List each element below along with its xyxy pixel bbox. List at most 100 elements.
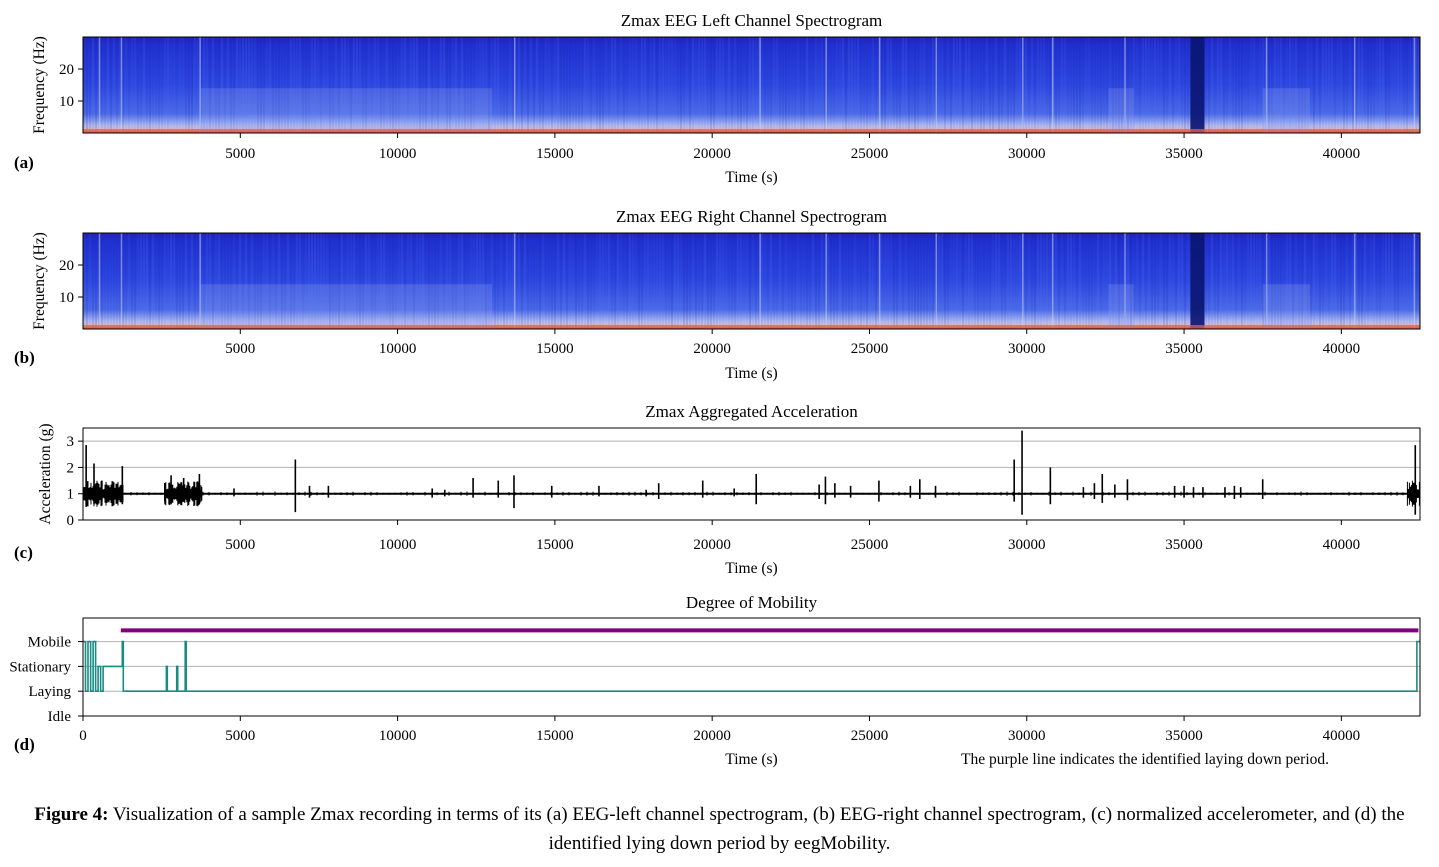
spectrogram-column (1184, 233, 1186, 329)
x-tick-label: 20000 (693, 146, 731, 162)
x-tick-label: 30000 (1008, 728, 1046, 744)
spectrogram-column (533, 37, 535, 133)
spectrogram-column (314, 233, 316, 329)
spectrogram-column (722, 233, 724, 329)
spectrogram-column (179, 37, 181, 133)
spectrogram-column (1028, 233, 1030, 329)
plot-frame (82, 36, 1421, 134)
spectrogram-column (1400, 233, 1402, 329)
spectrogram-column (956, 37, 958, 133)
spectrogram-column (428, 37, 430, 133)
x-axis-label: Time (s) (725, 560, 777, 577)
spectrogram-column (311, 37, 313, 133)
x-tick-label: 0 (79, 728, 87, 744)
spectrogram-column (1025, 233, 1027, 329)
spectrogram-artifact (98, 233, 101, 329)
spectrogram-column (1406, 37, 1408, 133)
spectrogram-column (1148, 233, 1150, 329)
x-tick-label: 5000 (225, 728, 255, 744)
spectrogram-column (626, 37, 628, 133)
spectrogram-column (485, 37, 487, 133)
spectrogram-column (1307, 37, 1309, 133)
spectrogram-column (680, 233, 682, 329)
spectrogram-column (674, 233, 676, 329)
spectrogram-column (764, 37, 766, 133)
spectrogram-column (674, 37, 676, 133)
spectrogram-column (227, 37, 229, 133)
spectrogram-column (326, 233, 328, 329)
spectrogram-column (737, 233, 739, 329)
spectrogram-column (1349, 233, 1351, 329)
spectrogram-column (1163, 37, 1165, 133)
spectrogram-column (1166, 37, 1168, 133)
spectrogram-column (1385, 233, 1387, 329)
spectrogram-column (812, 37, 814, 133)
spectrogram-column (572, 233, 574, 329)
spectrogram-column (191, 233, 193, 329)
spectrogram-column (641, 37, 643, 133)
spectrogram-column (167, 233, 169, 329)
spectrogram-column (212, 37, 214, 133)
spectrogram-column (779, 37, 781, 133)
spectrogram-column (452, 233, 454, 329)
spectrogram-column (329, 37, 331, 133)
spectrogram-column (278, 37, 280, 133)
spectrogram-column (128, 233, 130, 329)
spectrogram-column (1073, 37, 1075, 133)
spectrogram-column (539, 37, 541, 133)
spectrogram-column (578, 233, 580, 329)
spectrogram-column (779, 233, 781, 329)
spectrogram-column (482, 37, 484, 133)
spectrogram-column (173, 233, 175, 329)
spectrogram-column (515, 233, 517, 329)
spectrogram-column (770, 233, 772, 329)
spectrogram-column (950, 233, 952, 329)
spectrogram-column (182, 37, 184, 133)
spectrogram-column (632, 37, 634, 133)
x-tick-label: 40000 (1323, 728, 1361, 744)
spectrogram-column (356, 37, 358, 133)
spectrogram-artifact (825, 37, 827, 133)
spectrogram-column (713, 37, 715, 133)
spectrogram-column (527, 37, 529, 133)
spectrogram-column (1388, 233, 1390, 329)
spectrogram-column (134, 37, 136, 133)
spectrogram-column (1118, 37, 1120, 133)
x-tick-label: 20000 (693, 728, 731, 744)
spectrogram-column (413, 37, 415, 133)
spectrogram-column (584, 233, 586, 329)
spectrogram-column (1277, 37, 1279, 133)
spectrogram-column (794, 37, 796, 133)
spectrogram-column (785, 37, 787, 133)
spectrogram-column (596, 37, 598, 133)
spectrogram-column (875, 233, 877, 329)
spectrogram-column (302, 233, 304, 329)
spectrogram-column (536, 233, 538, 329)
spectrogram-column (920, 233, 922, 329)
spectrogram-column (455, 37, 457, 133)
spectrogram-column (107, 37, 109, 133)
spectrogram-column (995, 37, 997, 133)
spectrogram-column (440, 37, 442, 133)
spectrogram-column (350, 37, 352, 133)
spectrogram-column (185, 233, 187, 329)
spectrogram-column (458, 233, 460, 329)
spectrogram-column (716, 233, 718, 329)
spectrogram-column (194, 233, 196, 329)
spectrogram-column (554, 37, 556, 133)
spectrogram-column (962, 37, 964, 133)
spectrogram-column (1235, 233, 1237, 329)
spectrogram-column (548, 37, 550, 133)
x-tick-label: 40000 (1323, 146, 1361, 162)
spectrogram-column (146, 233, 148, 329)
spectrogram-column (449, 233, 451, 329)
spectrogram-column (1088, 233, 1090, 329)
spectrogram-column (1298, 37, 1300, 133)
spectrogram-column (146, 37, 148, 133)
spectrogram-column (971, 37, 973, 133)
spectrogram-column (137, 233, 139, 329)
spectrogram-column (455, 233, 457, 329)
spectrogram-column (161, 233, 163, 329)
spectrogram-column (1250, 233, 1252, 329)
spectrogram-column (95, 233, 97, 329)
